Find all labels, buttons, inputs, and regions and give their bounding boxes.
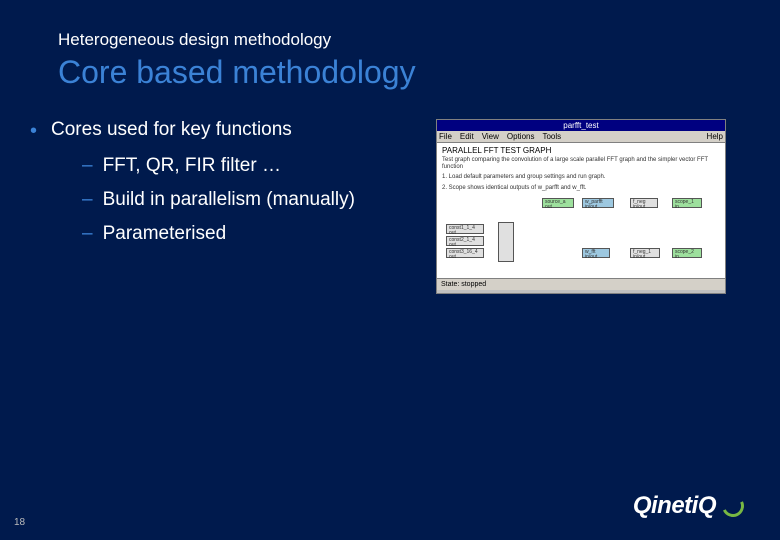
window-titlebar: parfft_test	[437, 120, 725, 131]
menu-item: Help	[707, 132, 723, 141]
slide-subtitle: Heterogeneous design methodology	[58, 30, 780, 50]
menu-item: Edit	[460, 132, 474, 141]
menu-item: Options	[507, 132, 535, 141]
diagram-node: scope_2in	[672, 248, 702, 258]
qinetiq-logo: QinetiQ	[633, 492, 744, 520]
menu-item: View	[482, 132, 499, 141]
status-bar: State: stopped	[437, 278, 725, 290]
dash-icon: –	[82, 189, 93, 211]
window-menubar: File Edit View Options Tools Help	[437, 131, 725, 143]
sub-bullet-text: Parameterised	[103, 223, 227, 245]
diagram-node: w_parfftin/out	[582, 198, 614, 208]
sub-bullet-text: FFT, QR, FIR filter …	[103, 155, 281, 177]
figure-heading: PARALLEL FFT TEST GRAPH	[442, 146, 720, 155]
diagram-node: const2_1_4out	[446, 236, 484, 246]
bullet-region: • Cores used for key functions – FFT, QR…	[30, 119, 430, 257]
sub-bullet-text: Build in parallelism (manually)	[103, 189, 355, 211]
diagram-node: scope_1in	[672, 198, 702, 208]
figure-step: 1. Load default parameters and group set…	[442, 174, 720, 181]
dash-icon: –	[82, 155, 93, 177]
diagram-node: const1_1_4out	[446, 224, 484, 234]
diagram-node: w_fftin/out	[582, 248, 610, 258]
diagram-node: const3_16_4out	[446, 248, 484, 258]
bullet-dot-icon: •	[30, 121, 37, 141]
slide-title: Core based methodology	[58, 54, 780, 91]
figure-step: 2. Scope shows identical outputs of w_pa…	[442, 185, 720, 192]
diagram-node: f_negin/out	[630, 198, 658, 208]
diagram-node	[498, 222, 514, 262]
page-number: 18	[14, 517, 25, 528]
menu-item: Tools	[542, 132, 561, 141]
logo-arc-icon	[719, 492, 747, 520]
menu-item: File	[439, 132, 452, 141]
block-diagram: const1_1_4out const2_1_4out const3_16_4out…	[442, 196, 720, 271]
main-bullet-text: Cores used for key functions	[51, 119, 292, 141]
diagram-node: f_neg_1in/out	[630, 248, 660, 258]
diagram-node: source_aout	[542, 198, 574, 208]
dash-icon: –	[82, 223, 93, 245]
logo-text: QinetiQ	[633, 492, 716, 520]
embedded-screenshot: parfft_test File Edit View Options Tools…	[436, 119, 726, 294]
figure-description: Test graph comparing the convolution of …	[442, 157, 720, 171]
